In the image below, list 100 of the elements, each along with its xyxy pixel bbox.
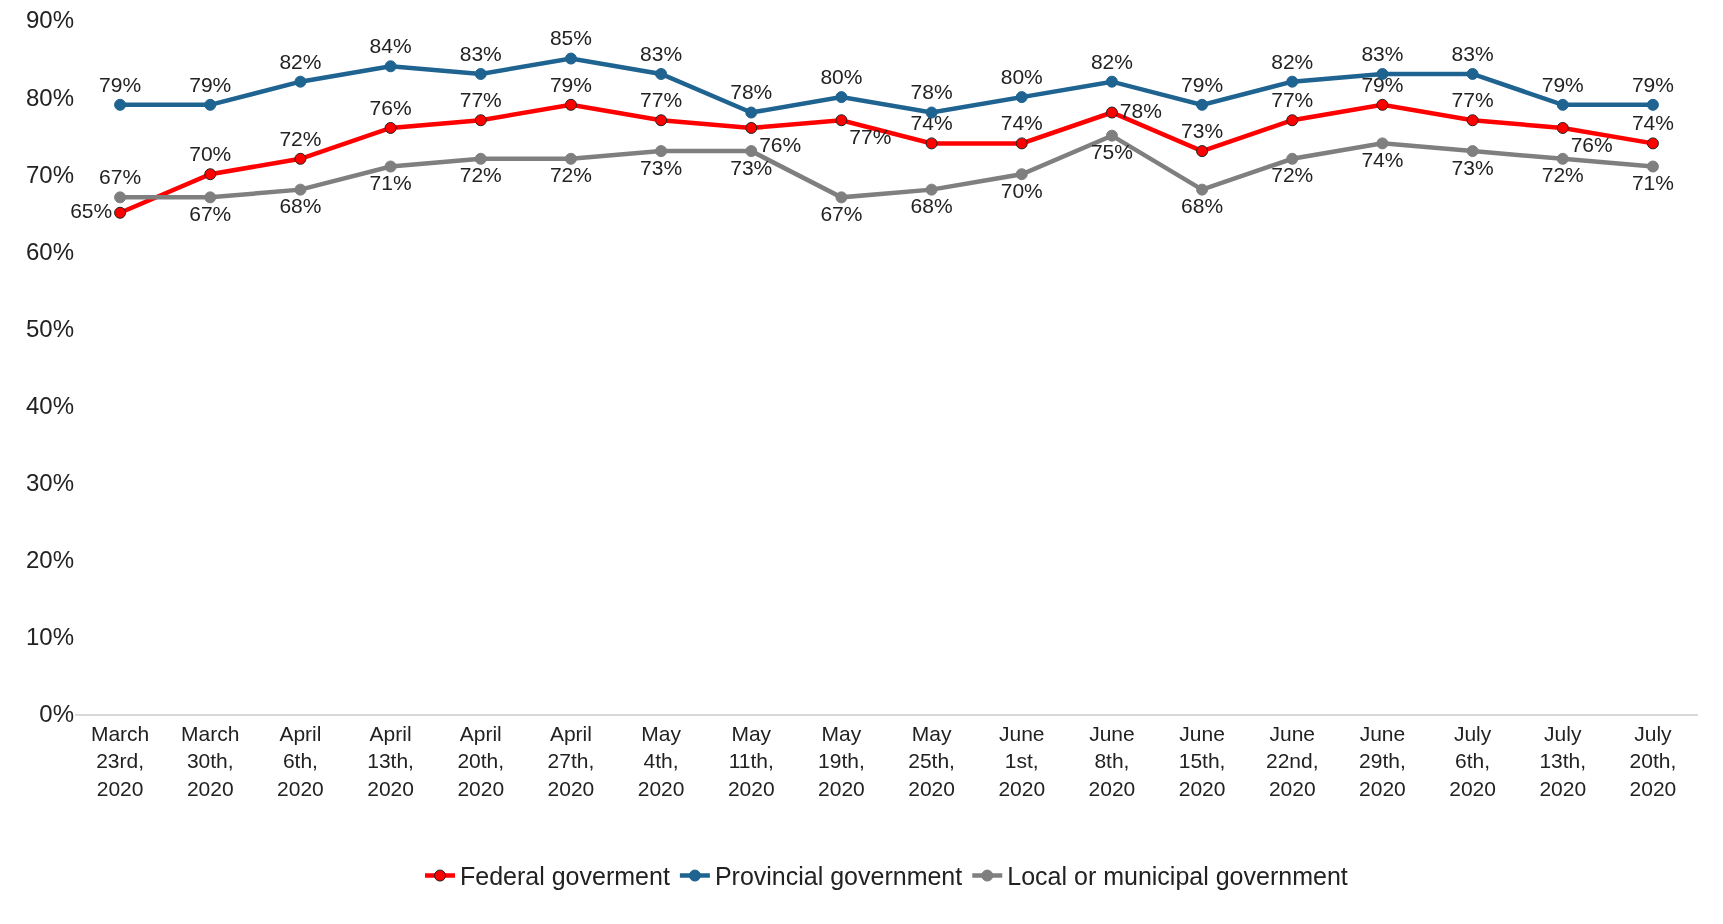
x-tick-label: March 30th, 2020 bbox=[181, 721, 240, 800]
point bbox=[1556, 98, 1569, 111]
data-label: 74% bbox=[1631, 111, 1674, 135]
x-tick-label: June 8th, 2020 bbox=[1088, 721, 1136, 800]
data-label: 84% bbox=[369, 34, 412, 58]
point bbox=[1015, 168, 1028, 181]
point bbox=[1105, 106, 1118, 119]
data-label: 82% bbox=[1271, 49, 1314, 73]
y-tick-label: 90% bbox=[25, 6, 74, 34]
point bbox=[925, 183, 938, 196]
data-label: 77% bbox=[1271, 88, 1314, 112]
y-tick-label: 50% bbox=[25, 314, 74, 342]
data-label: 68% bbox=[279, 194, 322, 218]
data-label: 76% bbox=[1570, 132, 1613, 156]
point bbox=[1286, 152, 1299, 165]
point bbox=[114, 98, 127, 111]
point bbox=[1105, 129, 1118, 142]
point bbox=[745, 106, 758, 119]
x-tick-label: June 1st, 2020 bbox=[998, 721, 1046, 800]
point bbox=[1196, 183, 1209, 196]
x-tick-label: June 29th, 2020 bbox=[1359, 721, 1406, 800]
point bbox=[204, 168, 217, 181]
data-label: 79% bbox=[1181, 72, 1224, 96]
point bbox=[204, 191, 217, 204]
data-label: 83% bbox=[1451, 41, 1494, 65]
data-label: 83% bbox=[1361, 41, 1404, 65]
x-tick-label: June 22nd, 2020 bbox=[1265, 721, 1319, 800]
y-tick-label: 0% bbox=[39, 700, 74, 728]
point bbox=[474, 152, 487, 165]
data-label: 79% bbox=[1361, 72, 1404, 96]
data-label: 68% bbox=[910, 194, 953, 218]
point bbox=[114, 206, 127, 219]
point bbox=[294, 75, 307, 88]
data-label: 77% bbox=[1451, 88, 1494, 112]
y-tick-label: 60% bbox=[25, 237, 74, 265]
y-tick-label: 80% bbox=[25, 83, 74, 111]
point bbox=[655, 145, 668, 158]
data-label: 77% bbox=[640, 88, 683, 112]
point bbox=[1646, 137, 1659, 150]
point bbox=[1556, 152, 1569, 165]
point bbox=[1196, 98, 1209, 111]
point bbox=[745, 145, 758, 158]
x-tick-label: March 23rd, 2020 bbox=[90, 721, 150, 800]
point bbox=[564, 152, 577, 165]
point bbox=[1646, 98, 1659, 111]
data-label: 77% bbox=[849, 124, 892, 148]
point bbox=[655, 114, 668, 127]
point bbox=[1376, 137, 1389, 150]
point bbox=[564, 98, 577, 111]
data-label: 80% bbox=[820, 64, 863, 88]
point bbox=[1556, 121, 1569, 134]
data-label: 68% bbox=[1181, 194, 1224, 218]
data-label: 70% bbox=[189, 142, 232, 166]
data-label: 72% bbox=[459, 163, 502, 187]
data-label: 71% bbox=[1631, 171, 1674, 195]
data-label: 67% bbox=[820, 201, 863, 225]
point bbox=[1466, 114, 1479, 127]
point bbox=[835, 114, 848, 127]
x-tick-label: April 27th, 2020 bbox=[547, 721, 595, 800]
data-label: 67% bbox=[99, 165, 142, 189]
point bbox=[294, 183, 307, 196]
legend-label: Provincial government bbox=[714, 862, 963, 891]
x-tick-label: May 11th, 2020 bbox=[727, 721, 775, 800]
point bbox=[1015, 91, 1028, 104]
legend-label: Local or municipal government bbox=[1007, 862, 1348, 891]
data-label: 72% bbox=[549, 163, 592, 187]
data-label: 78% bbox=[1119, 98, 1162, 122]
data-label: 80% bbox=[1000, 64, 1043, 88]
x-tick-label: April 13th, 2020 bbox=[367, 721, 414, 800]
point bbox=[1466, 67, 1479, 80]
data-label: 83% bbox=[459, 41, 502, 65]
y-tick-label: 10% bbox=[25, 623, 74, 651]
point bbox=[835, 191, 848, 204]
data-label: 67% bbox=[189, 201, 232, 225]
data-label: 82% bbox=[1090, 49, 1133, 73]
data-label: 72% bbox=[1541, 163, 1584, 187]
data-label: 79% bbox=[99, 72, 142, 96]
data-label: 79% bbox=[549, 72, 592, 96]
x-tick-label: April 6th, 2020 bbox=[277, 721, 324, 800]
point bbox=[655, 67, 668, 80]
y-tick-label: 70% bbox=[25, 160, 74, 188]
x-tick-label: July 6th, 2020 bbox=[1449, 721, 1496, 800]
data-label: 79% bbox=[189, 72, 232, 96]
point bbox=[745, 121, 758, 134]
data-label: 78% bbox=[730, 80, 773, 104]
data-label: 72% bbox=[279, 126, 322, 150]
point bbox=[474, 114, 487, 127]
point bbox=[1105, 75, 1118, 88]
point bbox=[1286, 75, 1299, 88]
point bbox=[1466, 145, 1479, 158]
data-label: 85% bbox=[549, 26, 592, 50]
data-label: 73% bbox=[730, 155, 773, 179]
point bbox=[204, 98, 217, 111]
point bbox=[294, 152, 307, 165]
data-label: 73% bbox=[640, 155, 683, 179]
data-label: 77% bbox=[459, 88, 502, 112]
point bbox=[1646, 160, 1659, 173]
x-tick-label: July 20th, 2020 bbox=[1629, 721, 1677, 800]
point bbox=[835, 91, 848, 104]
x-tick-label: April 20th, 2020 bbox=[457, 721, 505, 800]
